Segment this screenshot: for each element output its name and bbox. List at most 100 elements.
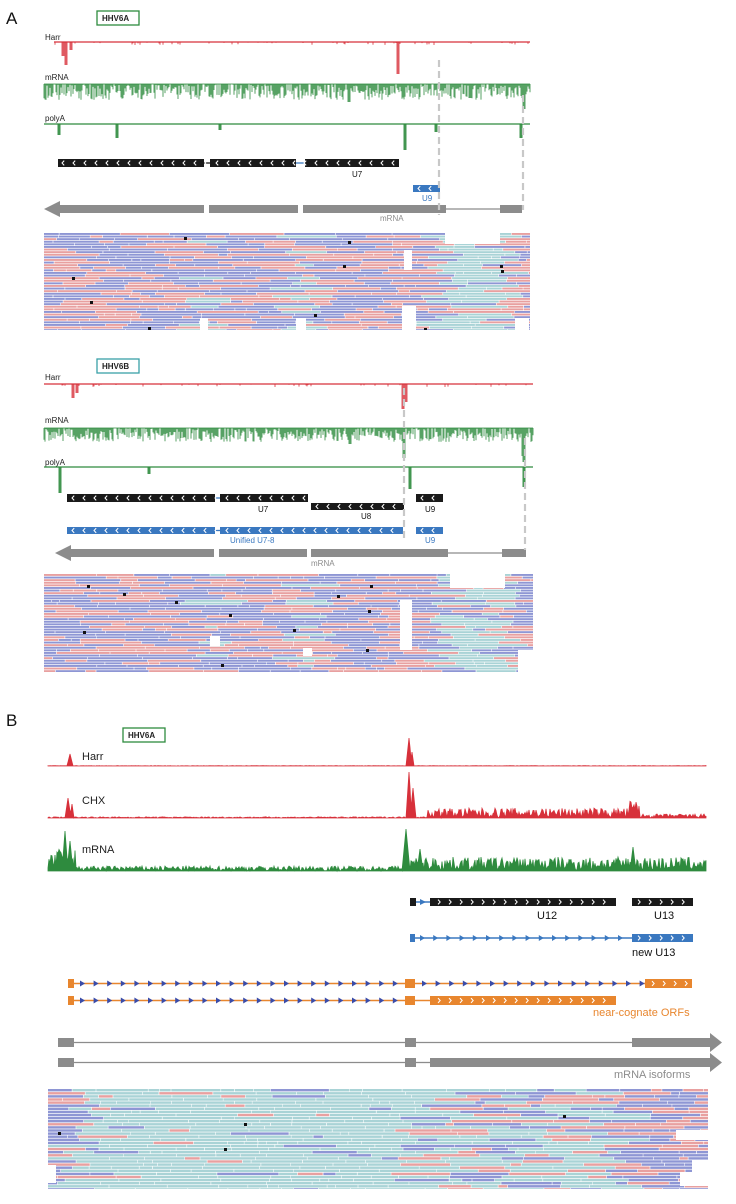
aligned-read	[346, 667, 365, 670]
aligned-read	[199, 1135, 245, 1138]
coverage-gap	[515, 318, 529, 330]
aligned-read	[76, 1126, 108, 1129]
aligned-read	[150, 600, 185, 602]
aligned-read	[313, 264, 360, 267]
aligned-read	[44, 657, 53, 660]
aligned-read	[154, 644, 210, 647]
aligned-read	[108, 259, 132, 261]
aligned-read	[376, 576, 437, 579]
aligned-read	[144, 594, 178, 597]
aligned-read	[291, 1135, 313, 1138]
aligned-read	[107, 246, 121, 248]
aligned-read	[450, 1172, 509, 1176]
strand-chevron	[420, 527, 424, 534]
aligned-read	[57, 602, 99, 605]
aligned-read	[159, 1092, 213, 1095]
aligned-read	[291, 667, 312, 670]
coverage-gap	[450, 574, 505, 588]
aligned-read	[506, 298, 530, 300]
aligned-read	[257, 1144, 275, 1148]
aligned-read	[246, 308, 278, 311]
strand-chevron	[681, 935, 685, 941]
aligned-read	[44, 303, 61, 306]
aligned-read	[362, 329, 404, 330]
aligned-read	[411, 1123, 446, 1126]
aligned-read	[225, 235, 277, 238]
aligned-read	[320, 1126, 365, 1129]
aligned-read	[362, 1141, 416, 1145]
aligned-read	[411, 1126, 422, 1129]
aligned-read	[135, 1188, 188, 1189]
aligned-read	[89, 1166, 111, 1169]
aligned-read	[355, 600, 397, 602]
aligned-read	[187, 649, 210, 652]
aligned-read	[450, 1157, 501, 1160]
aligned-read	[44, 641, 81, 644]
aligned-read	[60, 600, 91, 602]
aligned-read	[285, 324, 304, 326]
aligned-read	[437, 581, 456, 584]
aligned-read	[500, 256, 520, 259]
aligned-read	[155, 628, 167, 631]
strand-marker	[324, 980, 330, 987]
aligned-read	[390, 574, 437, 576]
aligned-read	[355, 316, 394, 319]
aligned-read	[147, 235, 174, 238]
strand-chevron	[280, 527, 284, 534]
aligned-read	[212, 667, 239, 670]
strand-chevron	[459, 899, 463, 905]
aligned-read	[235, 266, 261, 269]
aligned-read	[523, 1160, 563, 1163]
aligned-read	[273, 329, 281, 330]
aligned-read	[221, 1178, 270, 1182]
aligned-read	[281, 584, 340, 587]
aligned-read	[220, 613, 274, 615]
strand-marker	[598, 980, 604, 987]
aligned-read	[332, 631, 374, 634]
aligned-read	[301, 1126, 320, 1129]
aligned-read	[97, 665, 127, 667]
strand-chevron	[648, 935, 652, 941]
aligned-read	[100, 1101, 117, 1104]
aligned-read	[160, 1089, 171, 1092]
gene-u7	[67, 494, 308, 502]
aligned-read	[281, 631, 323, 634]
strand-marker	[270, 980, 276, 987]
aligned-read	[199, 282, 241, 285]
mismatch-marker	[87, 585, 90, 588]
aligned-read	[518, 259, 527, 261]
polya-coverage-track	[58, 467, 526, 493]
aligned-read	[162, 1151, 216, 1154]
aligned-read	[44, 654, 100, 657]
aligned-read	[475, 1151, 516, 1154]
aligned-read	[110, 652, 149, 654]
aligned-read	[345, 1120, 364, 1123]
strand-chevron	[547, 899, 551, 905]
aligned-read	[290, 1163, 333, 1166]
aligned-read	[521, 264, 530, 267]
gene-u9	[413, 185, 440, 192]
aligned-read	[204, 1163, 261, 1166]
aligned-read	[228, 272, 251, 274]
strand-marker	[618, 935, 623, 941]
aligned-read	[348, 644, 400, 647]
aligned-read	[305, 620, 327, 623]
aligned-read	[221, 292, 257, 295]
aligned-read	[111, 1166, 139, 1169]
aligned-read	[452, 644, 468, 647]
aligned-read	[125, 639, 138, 641]
aligned-read	[320, 1147, 370, 1151]
aligned-read	[103, 1120, 118, 1123]
aligned-read	[606, 1175, 623, 1179]
strand-marker	[446, 935, 452, 941]
aligned-read	[129, 295, 150, 298]
aligned-read	[195, 579, 227, 582]
aligned-read	[408, 633, 451, 636]
aligned-read	[396, 592, 431, 595]
aligned-read	[173, 282, 199, 285]
coverage-gap	[445, 233, 500, 244]
mismatch-marker	[424, 328, 427, 330]
aligned-read	[256, 277, 288, 280]
aligned-read	[210, 574, 226, 576]
aligned-read	[450, 1116, 507, 1120]
